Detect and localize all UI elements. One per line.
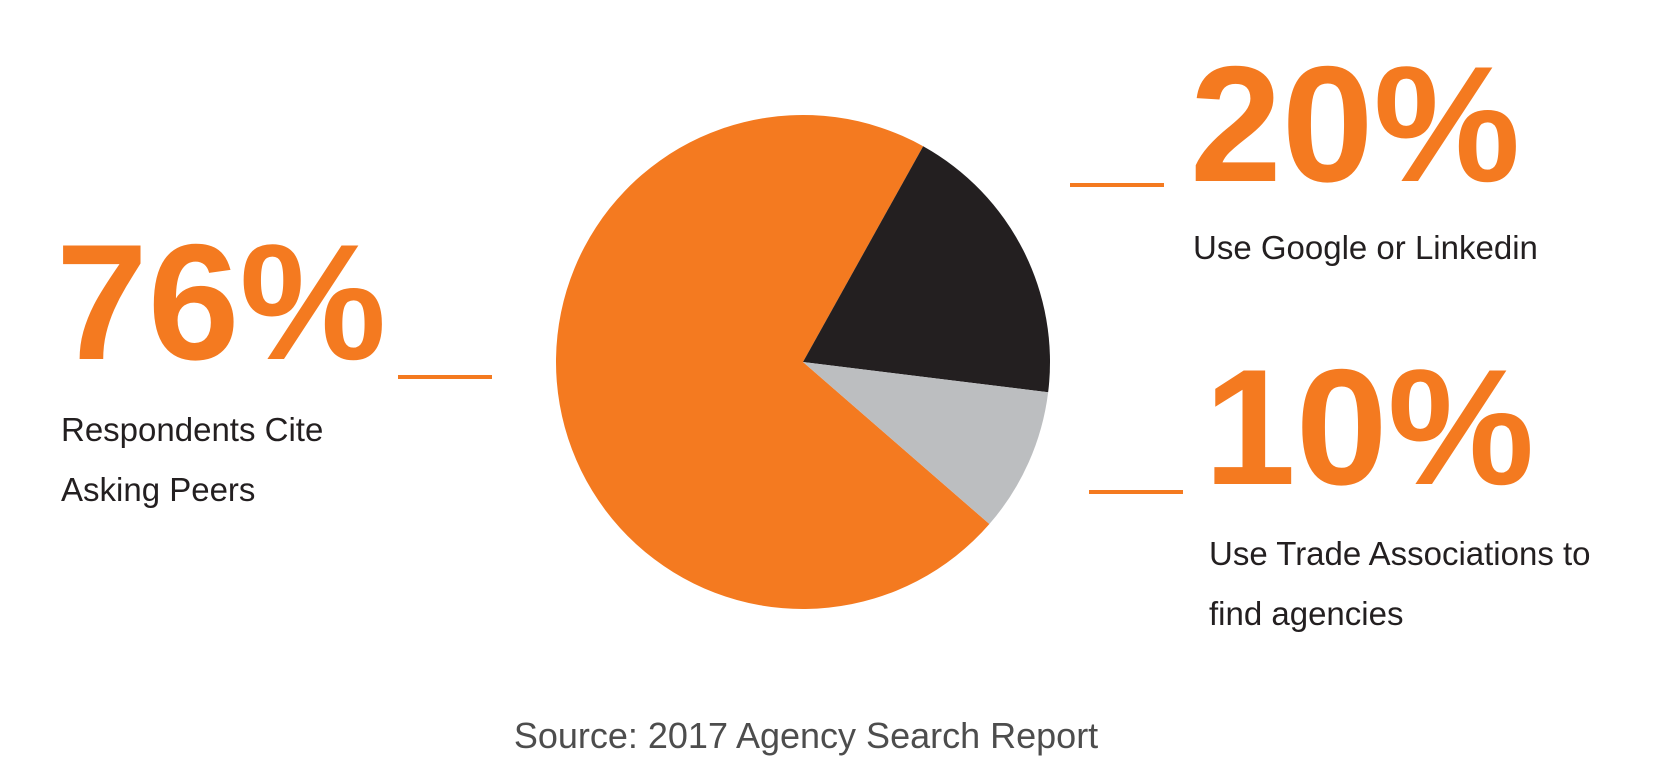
leader-line [1070,183,1164,187]
value-label: 76% [56,210,387,394]
value-label: 20% [1190,32,1521,216]
category-label: Use Google or Linkedin [1193,229,1538,266]
leader-line [398,375,492,379]
category-label: Respondents Cite Asking Peers [61,411,324,508]
source-note: Source: 2017 Agency Search Report [513,715,1099,756]
leader-line [1089,490,1183,494]
value-label: 10% [1204,335,1535,519]
category-label: Use Trade Associations to find agencies [1209,535,1591,632]
pie-slice [803,362,1049,525]
pie-slice [556,115,990,610]
pie-slice [803,146,1050,393]
